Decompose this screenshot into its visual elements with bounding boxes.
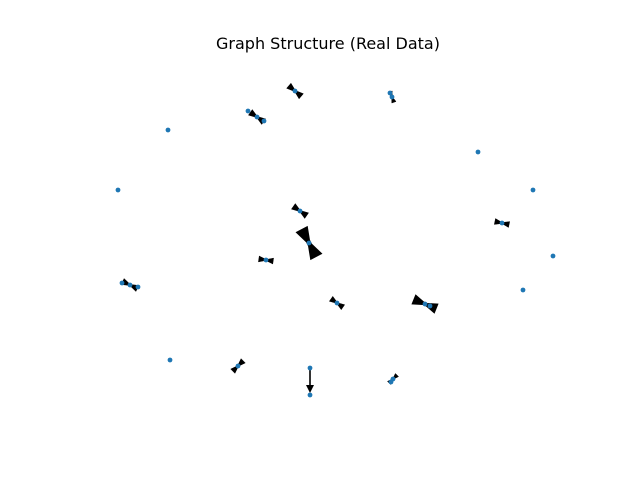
graph-node xyxy=(115,187,121,193)
graph-node xyxy=(499,220,505,226)
graph-node xyxy=(261,118,267,124)
graph-node xyxy=(422,301,428,307)
graph-node xyxy=(263,257,269,263)
graph-node xyxy=(135,284,141,290)
graph-node xyxy=(530,187,536,193)
graph-node xyxy=(167,357,173,363)
graph-node xyxy=(235,363,241,369)
nodes-layer xyxy=(115,88,556,398)
graph-node xyxy=(306,240,312,246)
graph-node xyxy=(165,127,171,133)
graph-node xyxy=(334,300,340,306)
edges-layer xyxy=(120,82,510,393)
directed-edge xyxy=(306,368,314,393)
graph-node xyxy=(427,303,433,309)
graph-node xyxy=(388,379,394,385)
graph-node xyxy=(119,280,125,286)
graph-node xyxy=(520,287,526,293)
figure-title: Graph Structure (Real Data) xyxy=(216,34,440,53)
graph-node xyxy=(307,392,313,398)
graph-node xyxy=(245,108,251,114)
graph-node xyxy=(389,94,395,100)
graph-node xyxy=(475,149,481,155)
graph-node xyxy=(550,253,556,259)
graph-node xyxy=(254,114,260,120)
graph-node xyxy=(307,365,313,371)
graph-node xyxy=(127,282,133,288)
graph-node xyxy=(387,90,393,96)
graph-node xyxy=(297,208,303,214)
graph-node xyxy=(292,88,298,94)
